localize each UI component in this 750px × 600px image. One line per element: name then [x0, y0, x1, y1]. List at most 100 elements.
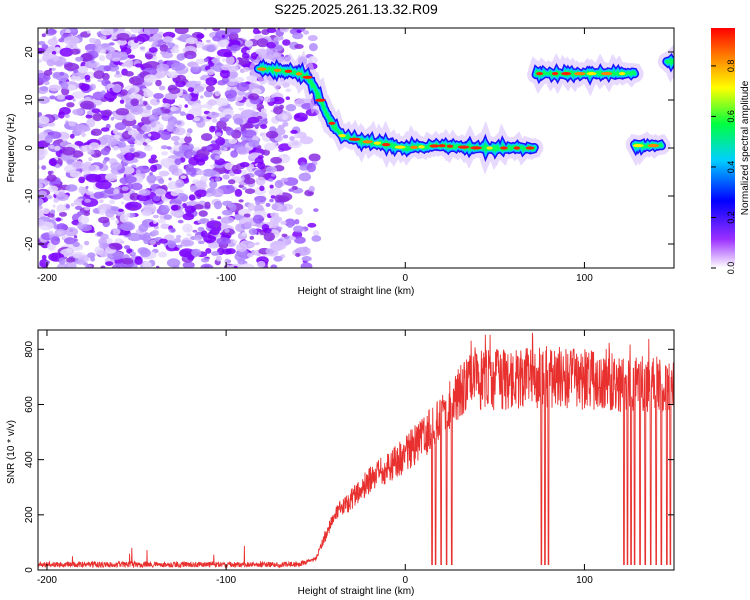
noise-blob: [98, 216, 110, 224]
noise-blob: [175, 179, 185, 188]
noise-blob: [280, 220, 287, 225]
noise-blob: [64, 113, 70, 119]
noise-blob: [155, 265, 160, 268]
noise-blob: [46, 28, 57, 35]
noise-blob: [174, 28, 189, 35]
noise-blob: [186, 233, 192, 237]
noise-blob: [229, 78, 237, 83]
noise-blob: [99, 242, 109, 249]
noise-blob: [47, 122, 56, 127]
noise-blob: [78, 176, 86, 184]
noise-blob: [201, 146, 207, 152]
noise-blob: [41, 48, 46, 52]
noise-blob: [38, 41, 46, 46]
noise-blob: [243, 221, 252, 228]
noise-blob: [224, 114, 232, 120]
noise-blob: [152, 108, 163, 116]
noise-blob: [64, 62, 80, 71]
noise-blob: [80, 83, 90, 92]
colorbar-tick-label: 0.2: [726, 211, 736, 224]
noise-blob: [282, 134, 289, 139]
noise-blob: [150, 154, 157, 160]
noise-blob: [81, 132, 86, 138]
noise-blob: [119, 99, 125, 104]
noise-blob: [73, 235, 78, 239]
noise-blob: [38, 116, 50, 125]
noise-blob: [41, 254, 47, 260]
noise-blob: [279, 35, 284, 41]
noise-blob: [281, 233, 288, 238]
noise-blob: [72, 98, 76, 102]
noise-blob: [242, 186, 247, 191]
noise-blob: [196, 170, 205, 176]
noise-blob: [82, 144, 93, 152]
noise-blob: [88, 165, 97, 171]
noise-blob: [274, 194, 284, 203]
noise-blob: [104, 173, 118, 182]
noise-blob: [80, 100, 95, 110]
noise-blob: [131, 182, 143, 191]
noise-blob: [179, 248, 195, 258]
noise-blob: [72, 108, 85, 116]
noise-blob: [227, 81, 235, 87]
y-tick-label: 800: [24, 341, 35, 358]
noise-blob: [112, 228, 121, 236]
noise-blob: [270, 264, 278, 268]
x-tick-label: -200: [37, 575, 57, 586]
noise-blob: [99, 49, 107, 54]
noise-blob: [158, 238, 168, 244]
noise-blob: [271, 203, 278, 211]
noise-blob: [241, 169, 248, 175]
noise-blob: [268, 187, 284, 197]
noise-blob: [252, 104, 258, 110]
signal-hotspot: [302, 75, 313, 79]
noise-blob: [228, 32, 239, 41]
noise-blob: [262, 227, 272, 233]
noise-blob: [303, 30, 310, 35]
noise-blob: [247, 116, 260, 124]
noise-blob: [204, 201, 211, 209]
noise-blob: [65, 184, 78, 192]
noise-blob: [127, 130, 134, 136]
noise-blob: [100, 28, 114, 36]
noise-blob: [247, 243, 255, 247]
noise-blob: [41, 165, 47, 171]
y-tick-label: 0: [24, 145, 35, 151]
noise-blob: [182, 261, 195, 268]
noise-blob: [150, 164, 158, 172]
noise-blob: [45, 136, 50, 140]
noise-blob: [225, 56, 235, 65]
noise-blob: [215, 255, 222, 262]
noise-blob: [106, 83, 115, 89]
noise-blob: [58, 111, 65, 119]
noise-blob: [300, 136, 314, 145]
noise-blob: [214, 97, 229, 107]
noise-blob: [66, 102, 75, 108]
noise-blob: [185, 37, 198, 45]
noise-blob: [203, 90, 213, 98]
signal-hotspot: [536, 72, 544, 76]
noise-blob: [219, 69, 231, 79]
noise-blob: [232, 239, 238, 244]
noise-blob: [58, 257, 66, 265]
noise-blob: [273, 36, 281, 42]
noise-blob: [183, 149, 193, 159]
noise-blob: [210, 178, 214, 183]
snr-panel: -200 -100 0 100 0 200 400 600 800 Height of str…: [6, 329, 675, 597]
noise-blob: [55, 163, 61, 169]
noise-blob: [112, 263, 126, 268]
noise-blob: [104, 187, 116, 195]
noise-blob: [298, 172, 311, 182]
noise-blob: [112, 145, 119, 151]
noise-blob: [207, 99, 217, 106]
noise-blob: [49, 144, 55, 150]
noise-blob: [220, 216, 235, 224]
signal-hotspot: [647, 144, 660, 148]
noise-blob: [221, 209, 233, 216]
noise-blob: [121, 257, 134, 265]
noise-blob: [222, 174, 230, 180]
noise-blob: [248, 93, 260, 101]
noise-blob: [206, 39, 211, 43]
noise-blob: [56, 193, 69, 201]
noise-blob: [46, 174, 57, 182]
